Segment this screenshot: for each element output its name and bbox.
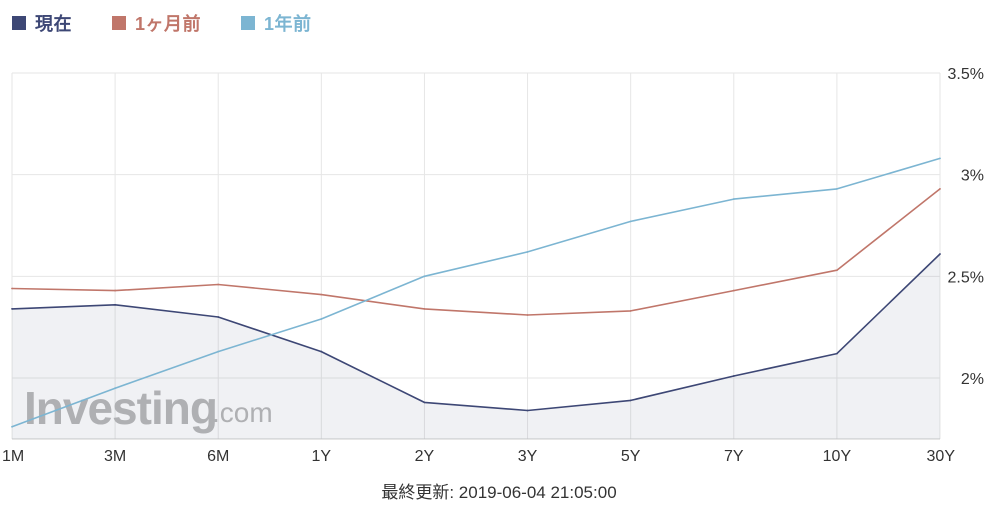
- legend-label: 現在: [35, 14, 72, 34]
- legend-item-2[interactable]: 1年前: [241, 10, 312, 36]
- watermark-suffix: .com: [212, 397, 273, 428]
- data-point[interactable]: [423, 307, 426, 310]
- data-point[interactable]: [11, 287, 13, 290]
- legend-item-0[interactable]: 現在: [12, 10, 72, 36]
- gridlines: [11, 72, 941, 440]
- series-line-0[interactable]: [11, 253, 941, 412]
- legend-label: 1ヶ月前: [135, 14, 202, 34]
- x-tick-label: 6M: [207, 448, 229, 465]
- x-tick-label: 3Y: [518, 448, 538, 465]
- data-point[interactable]: [835, 188, 838, 190]
- data-point[interactable]: [732, 375, 735, 377]
- watermark: Investing .com: [24, 382, 273, 434]
- data-point[interactable]: [114, 289, 117, 292]
- legend-item-1[interactable]: 1ヶ月前: [112, 10, 201, 36]
- x-tick-label: 1M: [2, 448, 24, 465]
- data-point[interactable]: [835, 269, 838, 272]
- x-tick-label: 1Y: [312, 448, 332, 465]
- data-point[interactable]: [320, 350, 323, 353]
- x-tick-label: 7Y: [724, 448, 744, 465]
- legend-label: 1年前: [264, 14, 312, 34]
- y-tick-label: 2.5%: [948, 269, 984, 286]
- data-point[interactable]: [217, 283, 220, 286]
- data-point[interactable]: [629, 220, 632, 223]
- legend-swatch: [241, 16, 256, 30]
- x-tick-label: 5Y: [621, 448, 641, 465]
- data-point[interactable]: [835, 352, 838, 355]
- data-point[interactable]: [732, 289, 735, 292]
- y-tick-label: 3.5%: [948, 66, 984, 83]
- data-point[interactable]: [114, 387, 117, 390]
- data-point[interactable]: [526, 314, 529, 316]
- legend-swatch: [112, 16, 126, 30]
- data-point[interactable]: [320, 318, 323, 320]
- series-area-current: [12, 254, 940, 439]
- data-point[interactable]: [526, 409, 529, 412]
- x-tick-label: 2Y: [415, 448, 435, 465]
- data-point[interactable]: [732, 198, 735, 200]
- data-point[interactable]: [939, 253, 941, 255]
- series-lines: [11, 157, 941, 439]
- y-axis-labels: 2% 2.5% 3% 3.5%: [948, 66, 984, 388]
- data-point[interactable]: [629, 399, 632, 402]
- x-tick-label: 3M: [104, 448, 126, 465]
- data-point[interactable]: [217, 316, 220, 318]
- data-point[interactable]: [526, 251, 529, 253]
- x-axis-labels: 1M 3M 6M 1Y 2Y 3Y 5Y 7Y 10Y 30Y: [2, 448, 955, 465]
- last-updated-text: 最終更新: 2019-06-04 21:05:00: [381, 483, 617, 502]
- data-point[interactable]: [939, 157, 941, 160]
- data-point[interactable]: [11, 425, 13, 428]
- y-tick-label: 2%: [961, 371, 984, 388]
- data-point[interactable]: [423, 401, 426, 404]
- x-tick-label: 10Y: [823, 448, 852, 465]
- data-point[interactable]: [629, 310, 632, 312]
- x-tick-label: 30Y: [927, 448, 956, 465]
- data-point[interactable]: [939, 188, 941, 190]
- data-point[interactable]: [114, 303, 117, 306]
- data-point[interactable]: [11, 307, 13, 310]
- y-tick-label: 3%: [961, 168, 984, 185]
- data-point[interactable]: [320, 293, 323, 296]
- watermark-logo: Investing: [24, 382, 217, 434]
- legend: 現在 1ヶ月前 1年前: [12, 10, 312, 36]
- legend-swatch: [12, 16, 26, 30]
- data-point[interactable]: [217, 350, 220, 353]
- series-line-2[interactable]: [11, 157, 941, 428]
- data-point[interactable]: [423, 275, 426, 278]
- series-line-1[interactable]: [11, 188, 941, 316]
